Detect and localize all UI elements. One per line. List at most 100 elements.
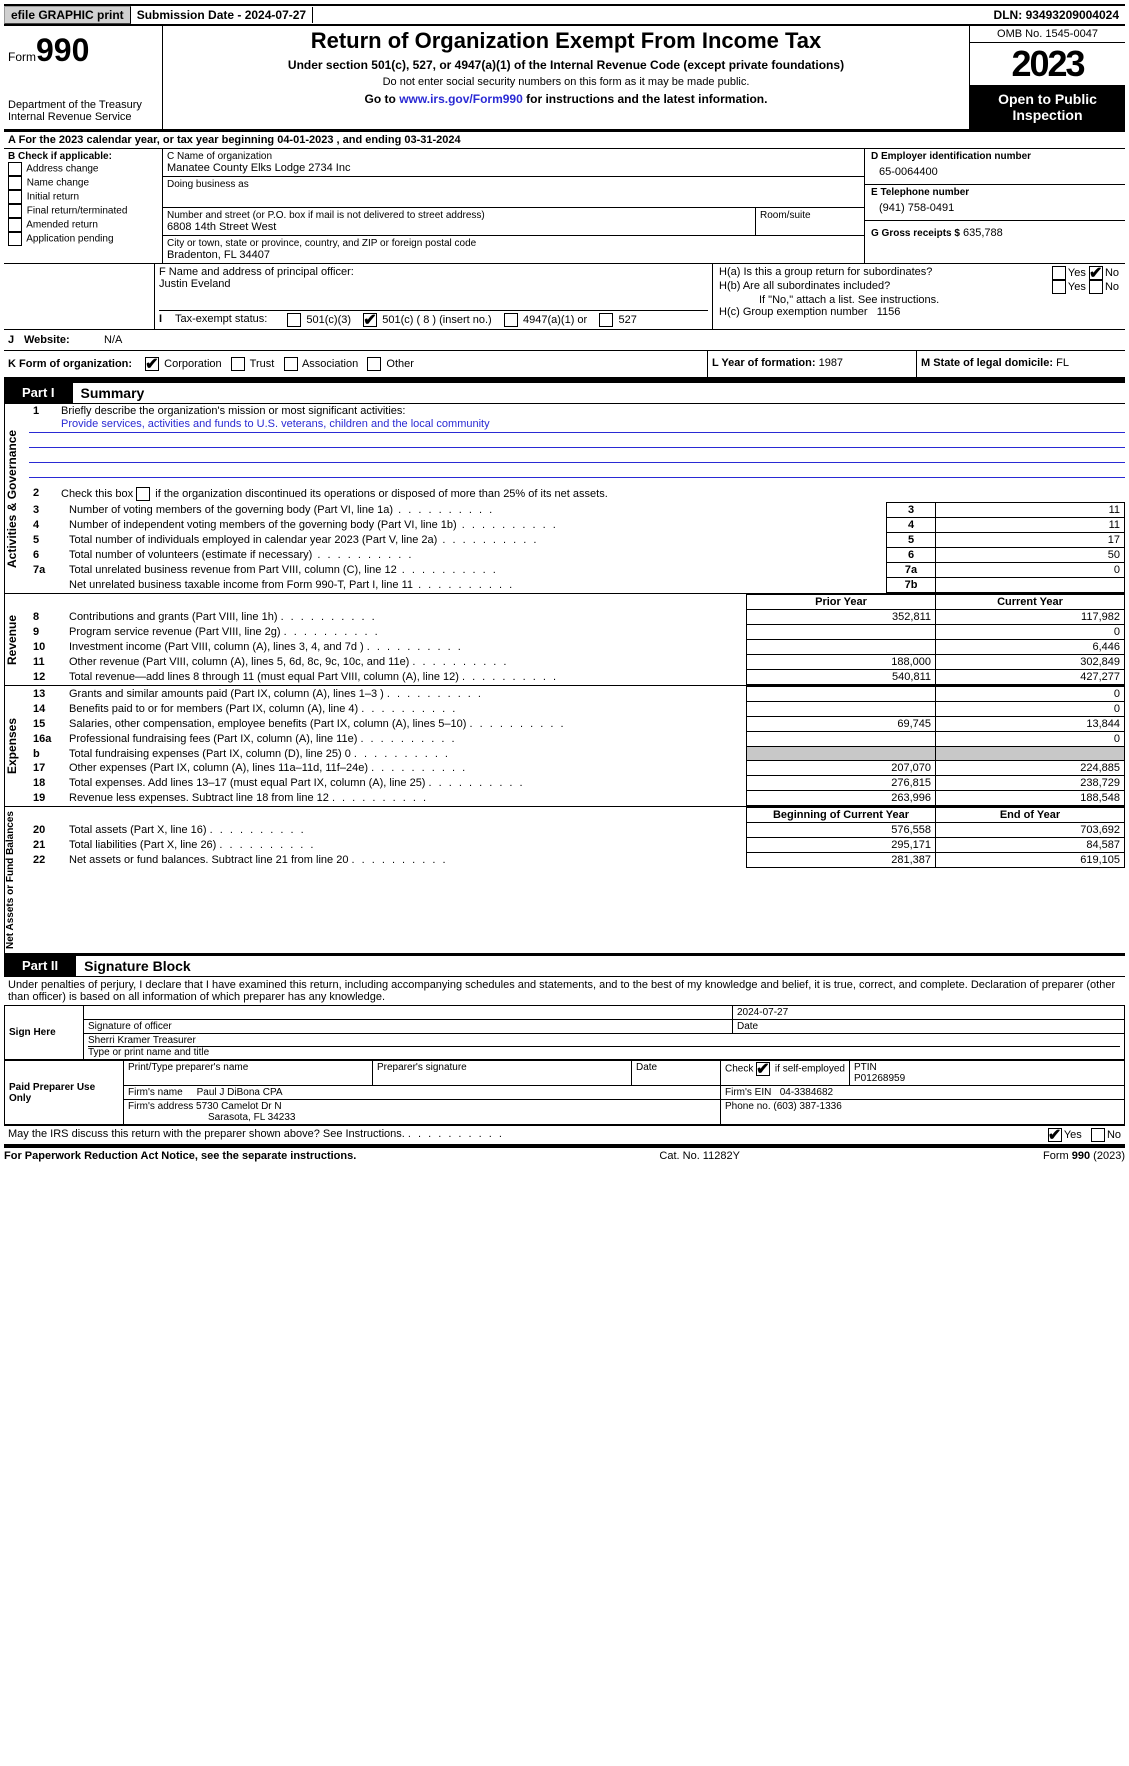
box-b-item: Name change — [8, 176, 158, 190]
discuss-yes-checkbox[interactable] — [1048, 1128, 1062, 1142]
org-form-checkbox[interactable] — [231, 357, 245, 371]
side-label-expenses: Expenses — [4, 686, 29, 806]
box-b-item: Initial return — [8, 190, 158, 204]
h-a-yes-checkbox[interactable] — [1052, 266, 1066, 280]
tax-status-option: 501(c)(3) — [287, 314, 363, 326]
table-row: 7aTotal unrelated business revenue from … — [29, 563, 1125, 578]
form-header: Form990 Department of the Treasury Inter… — [4, 26, 1125, 132]
org-name: Manatee County Elks Lodge 2734 Inc — [167, 162, 860, 174]
page-footer: For Paperwork Reduction Act Notice, see … — [4, 1147, 1125, 1162]
box-b-checkbox[interactable] — [8, 176, 22, 190]
box-b-checkbox[interactable] — [8, 162, 22, 176]
governance-table: 3Number of voting members of the governi… — [29, 502, 1125, 593]
goto-line: Go to www.irs.gov/Form990 for instructio… — [169, 92, 963, 106]
table-row: 16aProfessional fundraising fees (Part I… — [29, 732, 1125, 747]
city-label: City or town, state or province, country… — [167, 238, 860, 249]
discuss-no-checkbox[interactable] — [1091, 1128, 1105, 1142]
tax-year: 2023 — [970, 43, 1125, 85]
expenses-table: 13Grants and similar amounts paid (Part … — [29, 686, 1125, 806]
tax-status-checkbox[interactable] — [599, 313, 613, 327]
form-title: Return of Organization Exempt From Incom… — [169, 28, 963, 54]
table-row: 8Contributions and grants (Part VIII, li… — [29, 610, 1125, 625]
line-a-text: For the 2023 calendar year, or tax year … — [19, 134, 461, 146]
form-subtitle: Under section 501(c), 527, or 4947(a)(1)… — [169, 58, 963, 72]
table-row: 14Benefits paid to or for members (Part … — [29, 702, 1125, 717]
tax-status-option: 527 — [599, 314, 649, 326]
efile-button[interactable]: efile GRAPHIC print — [4, 6, 131, 24]
room-label: Room/suite — [760, 210, 860, 221]
dept-treasury: Department of the Treasury — [8, 99, 158, 111]
side-label-revenue: Revenue — [4, 594, 29, 685]
table-row: 3Number of voting members of the governi… — [29, 503, 1125, 518]
q2-text: Check this box if the organization disco… — [61, 487, 1125, 501]
box-b-item: Application pending — [8, 232, 158, 246]
org-form-checkbox[interactable] — [284, 357, 298, 371]
table-row: Net unrelated business taxable income fr… — [29, 578, 1125, 593]
box-b-checkbox[interactable] — [8, 190, 22, 204]
box-k-label: K Form of organization: — [8, 358, 132, 370]
table-row: 5Total number of individuals employed in… — [29, 533, 1125, 548]
org-form-option: Corporation — [145, 358, 231, 370]
box-c-name-label: C Name of organization — [167, 151, 860, 162]
h-a-no-checkbox[interactable] — [1089, 266, 1103, 280]
form-number: 990 — [36, 32, 89, 68]
box-b-checkbox[interactable] — [8, 232, 22, 246]
dln-value: 93493209004024 — [1026, 8, 1119, 22]
dln: DLN: 93493209004024 — [988, 7, 1125, 23]
self-emp-label: if self-employed — [775, 1064, 845, 1075]
tax-status-checkbox[interactable] — [504, 313, 518, 327]
table-row: 18Total expenses. Add lines 13–17 (must … — [29, 776, 1125, 791]
discuss-yes-label: Yes — [1064, 1129, 1082, 1141]
date-label: Date — [733, 1020, 1125, 1034]
website-label: Website: — [24, 334, 104, 346]
table-header-row: Beginning of Current YearEnd of Year — [29, 808, 1125, 823]
box-b-item: Amended return — [8, 218, 158, 232]
ssn-warning: Do not enter social security numbers on … — [169, 76, 963, 88]
org-form-checkbox[interactable] — [145, 357, 159, 371]
part-1-header: Part I Summary — [4, 380, 1125, 404]
org-form-option: Trust — [231, 358, 284, 370]
h-b-no-checkbox[interactable] — [1089, 280, 1103, 294]
org-form-checkbox[interactable] — [367, 357, 381, 371]
submission-date: Submission Date - 2024-07-27 — [131, 7, 313, 23]
goto-post: for instructions and the latest informat… — [523, 92, 768, 106]
table-row: 17Other expenses (Part IX, column (A), l… — [29, 761, 1125, 776]
h-b-yes-checkbox[interactable] — [1052, 280, 1066, 294]
tax-status-checkbox[interactable] — [287, 313, 301, 327]
dln-label: DLN: — [994, 8, 1023, 22]
part-2-title: Signature Block — [76, 956, 199, 976]
tax-exempt-label: Tax-exempt status: — [175, 313, 267, 327]
state-domicile: FL — [1056, 357, 1069, 369]
firm-ein-label: Firm's EIN — [725, 1087, 771, 1098]
no-label-2: No — [1105, 281, 1119, 293]
box-b-checkbox[interactable] — [8, 218, 22, 232]
side-label-net-assets: Net Assets or Fund Balances — [4, 807, 29, 953]
table-row: 21Total liabilities (Part X, line 26) 29… — [29, 838, 1125, 853]
gross-receipts-value: 635,788 — [963, 227, 1003, 239]
part-1-tag: Part I — [4, 383, 73, 403]
self-employed-checkbox[interactable] — [756, 1062, 770, 1076]
q2-checkbox[interactable] — [136, 487, 150, 501]
part-1-title: Summary — [73, 383, 153, 403]
open-public-badge: Open to Public Inspection — [970, 85, 1125, 129]
form-word: Form — [8, 50, 36, 64]
prep-name-label: Print/Type preparer's name — [124, 1061, 373, 1086]
h-b-label: H(b) Are all subordinates included? — [719, 280, 1052, 294]
box-b-checkbox[interactable] — [8, 204, 22, 218]
irs-link[interactable]: www.irs.gov/Form990 — [399, 92, 523, 106]
table-row: 11Other revenue (Part VIII, column (A), … — [29, 655, 1125, 670]
table-row: 4Number of independent voting members of… — [29, 518, 1125, 533]
line-j-letter: J — [8, 334, 24, 346]
tax-status-checkbox[interactable] — [363, 313, 377, 327]
form-ref: Form 990 (2023) — [1043, 1150, 1125, 1162]
phone-label: E Telephone number — [871, 187, 1119, 198]
signature-table: Sign Here 2024-07-27 Signature of office… — [4, 1005, 1125, 1060]
table-header-row: Prior YearCurrent Year — [29, 595, 1125, 610]
table-row: 20Total assets (Part X, line 16) 576,558… — [29, 823, 1125, 838]
website-value: N/A — [104, 334, 122, 346]
ein-value: 65-0064400 — [871, 162, 1119, 182]
prep-date-label: Date — [632, 1061, 721, 1086]
part-2-header: Part II Signature Block — [4, 953, 1125, 977]
table-row: 9Program service revenue (Part VIII, lin… — [29, 625, 1125, 640]
discuss-question: May the IRS discuss this return with the… — [8, 1128, 1048, 1142]
